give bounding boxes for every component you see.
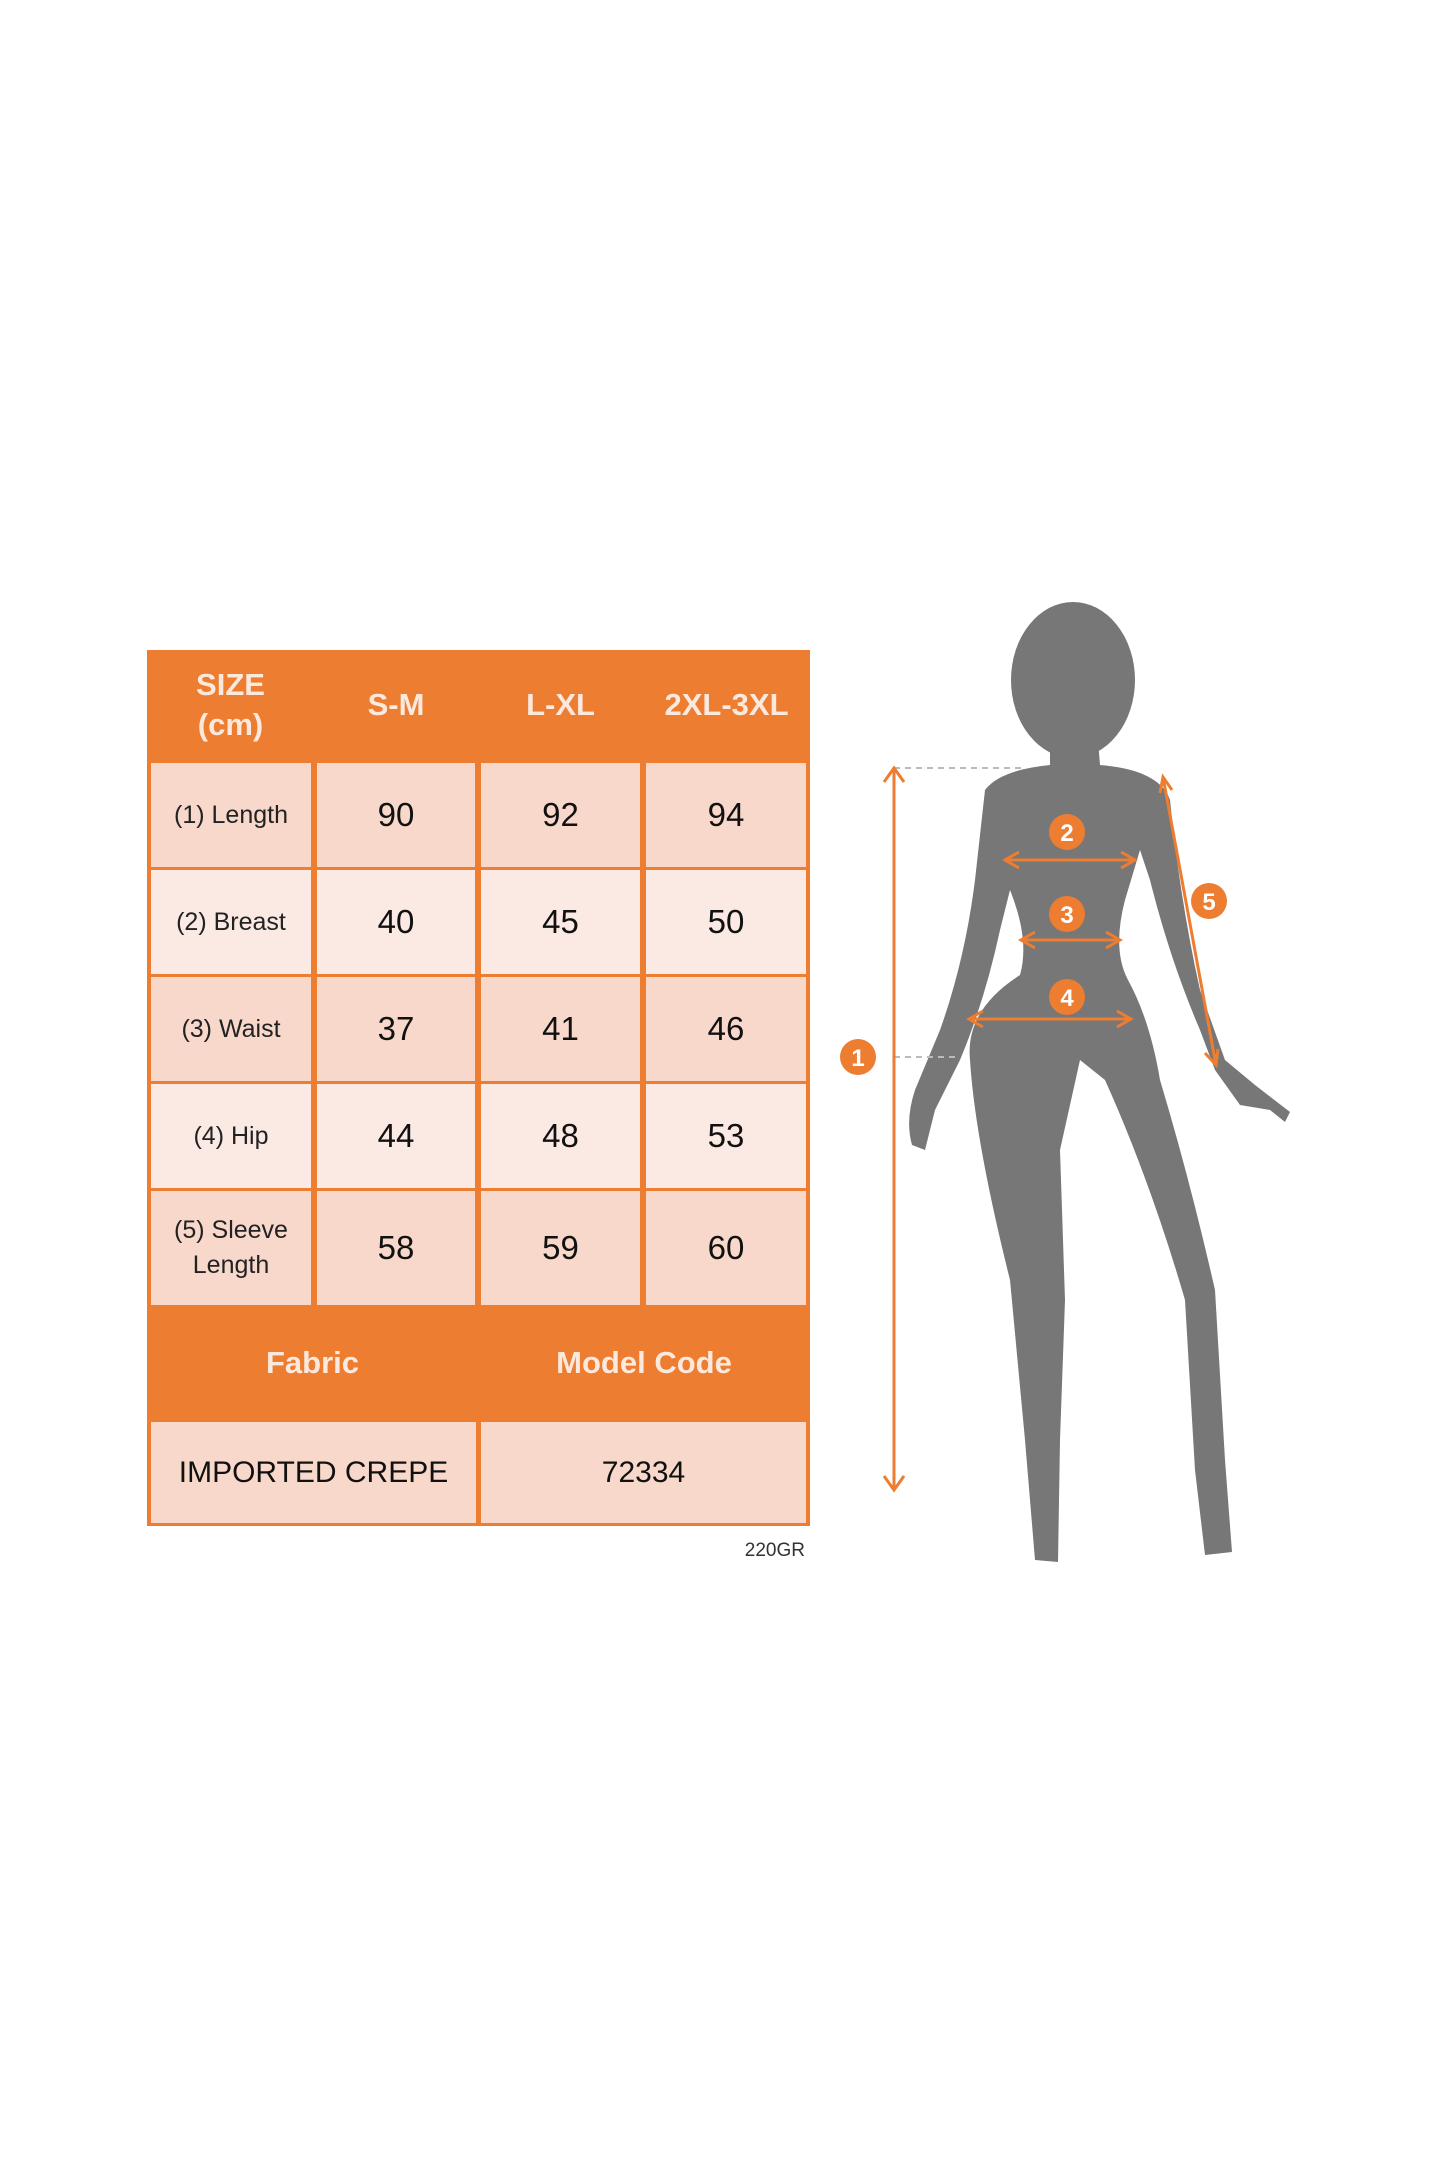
size-value-cell: 94 <box>646 763 806 867</box>
marker-4: 4 <box>1049 979 1085 1015</box>
size-value-cell: 45 <box>481 870 640 974</box>
silhouette-body <box>909 740 1290 1562</box>
size-header-text: SIZE (cm) <box>196 666 265 742</box>
marker-3: 3 <box>1049 896 1085 932</box>
size-value-cell: 92 <box>481 763 640 867</box>
size-value-cell: 37 <box>317 977 475 1081</box>
size-value-cell: 60 <box>646 1191 806 1305</box>
size-value-cell: 50 <box>646 870 806 974</box>
column-header-s-m: S-M <box>367 686 425 722</box>
sleeve-arrow <box>1158 773 1220 1069</box>
column-header-2xl-3xl: 2XL-3XL <box>664 686 789 722</box>
hip-arrow <box>965 1009 1135 1029</box>
fabric-value: IMPORTED CREPE <box>151 1422 476 1523</box>
fabric-weight-note: 220GR <box>744 1540 805 1561</box>
model-code-header: Model Code <box>556 1345 732 1381</box>
marker-1: 1 <box>840 1039 876 1075</box>
size-value-cell: 53 <box>646 1084 806 1188</box>
svg-text:5: 5 <box>1202 889 1215 916</box>
reference-dashed-lines <box>894 767 1025 1058</box>
row-label: (5) Sleeve Length <box>151 1191 311 1305</box>
length-arrow <box>882 765 906 1493</box>
size-value-cell: 59 <box>481 1191 640 1305</box>
waist-arrow <box>1017 930 1124 950</box>
model-code-value: 72334 <box>481 1422 806 1523</box>
size-chart-table: SIZE (cm) S-M L-XL 2XL-3XL (1) Length 90 9… <box>147 650 810 1526</box>
silhouette <box>909 602 1290 1562</box>
svg-text:2: 2 <box>1060 820 1073 847</box>
marker-5: 5 <box>1191 883 1227 919</box>
size-value-cell: 90 <box>317 763 475 867</box>
row-label: (1) Length <box>151 763 311 867</box>
size-header: SIZE (cm) <box>147 650 314 760</box>
size-value-cell: 48 <box>481 1084 640 1188</box>
row-label: (2) Breast <box>151 870 311 974</box>
size-value-cell: 58 <box>317 1191 475 1305</box>
marker-2: 2 <box>1049 814 1085 850</box>
size-value-cell: 41 <box>481 977 640 1081</box>
breast-arrow <box>1001 850 1139 870</box>
fabric-header: Fabric <box>265 1345 360 1381</box>
svg-text:3: 3 <box>1060 902 1073 929</box>
measurement-arrows <box>882 765 1220 1493</box>
size-value-cell: 46 <box>646 977 806 1081</box>
row-label: (4) Hip <box>151 1084 311 1188</box>
row-label: (3) Waist <box>151 977 311 1081</box>
svg-text:1: 1 <box>851 1045 864 1072</box>
column-header-l-xl: L-XL <box>526 686 595 722</box>
svg-text:4: 4 <box>1060 985 1074 1012</box>
size-value-cell: 44 <box>317 1084 475 1188</box>
silhouette-head <box>1011 602 1135 758</box>
size-value-cell: 40 <box>317 870 475 974</box>
